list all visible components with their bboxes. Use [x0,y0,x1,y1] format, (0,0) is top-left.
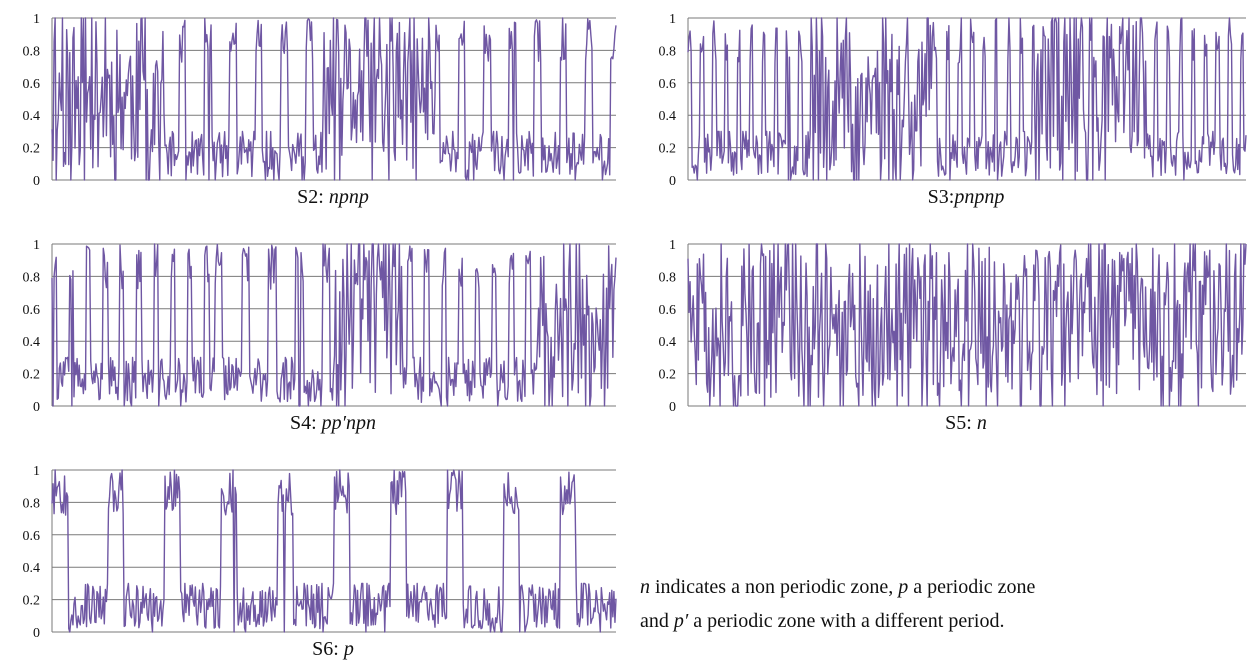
chart-panel-s2: 0 0.2 0.4 0.6 0.8 1 S2: npnp [0,8,620,208]
note-line-2: and p′ a periodic zone with a different … [640,604,1240,638]
note-line-1: n indicates a non periodic zone, p a per… [640,570,1240,604]
y-tick-label: 0.8 [23,44,41,59]
y-tick-label: 0.2 [659,368,677,383]
note-n: n [640,576,650,598]
y-tick-label: 1 [669,238,676,253]
y-tick-label: 0.6 [23,77,41,92]
y-tick-label: 0.8 [659,44,677,59]
caption-s4-label: S4: [289,412,317,434]
series-line [51,469,617,633]
y-tick-label: 0.4 [23,335,41,350]
chart-panel-s5: 0 0.2 0.4 0.6 0.8 1 S5: n [636,234,1250,434]
series-line [687,17,1247,181]
note-text-1: indicates a non periodic zone, [650,576,899,598]
y-tick-label: 0.2 [23,368,41,383]
series-line [51,243,617,407]
caption-s6-code: p [343,638,354,660]
caption-s6-label: S6: [312,638,339,660]
chart-panel-s6: 0 0.2 0.4 0.6 0.8 1 S6: p [0,460,620,666]
y-tick-label: 0.8 [23,496,41,511]
y-tick-label: 0 [669,400,676,415]
caption-s4: S4: pp′npn [0,412,620,435]
y-tick-label: 0 [669,174,676,189]
zone-legend-note: n indicates a non periodic zone, p a per… [640,570,1240,638]
note-text-3: and [640,610,674,632]
y-tick-label: 0.4 [659,335,677,350]
y-tick-label: 0 [33,400,40,415]
y-tick-label: 0.2 [23,594,41,609]
note-p-prime: p′ [673,610,689,632]
chart-panel-s3: 0 0.2 0.4 0.6 0.8 1 S3:pnpnp [636,8,1250,208]
y-tick-label: 0.4 [659,109,677,124]
y-tick-label: 1 [669,12,676,27]
caption-s3: S3:pnpnp [636,186,1250,209]
series-line [51,17,617,181]
caption-s3-label: S3: [927,186,955,208]
chart-s3: 0 0.2 0.4 0.6 0.8 1 [659,12,1247,189]
caption-s6: S6: p [0,638,620,661]
caption-s5-label: S5: [945,412,972,434]
caption-s5: S5: n [636,412,1250,435]
caption-s3-code: pnpnp [954,186,1005,208]
note-text-4: a periodic zone with a different period. [688,610,1005,632]
y-tick-label: 0.4 [23,561,41,576]
y-tick-label: 0.2 [23,142,41,157]
y-tick-label: 1 [33,12,40,27]
y-tick-label: 0.6 [659,77,677,92]
y-tick-label: 0.4 [23,109,41,124]
chart-panel-s4: 0 0.2 0.4 0.6 0.8 1 S4: pp′npn [0,234,620,434]
chart-s6: 0 0.2 0.4 0.6 0.8 1 [23,464,617,641]
y-tick-label: 0 [33,626,40,641]
y-tick-label: 0.8 [23,270,41,285]
y-tick-label: 0.2 [659,142,677,157]
chart-s4: 0 0.2 0.4 0.6 0.8 1 [23,238,617,415]
note-p: p [898,576,909,598]
y-tick-label: 0.6 [23,529,41,544]
chart-s2: 0 0.2 0.4 0.6 0.8 1 [23,12,617,189]
caption-s4-code: pp′npn [321,412,377,434]
y-tick-label: 0.8 [659,270,677,285]
caption-s2-code: npnp [328,186,369,208]
chart-s5: 0 0.2 0.4 0.6 0.8 1 [659,238,1247,415]
series-line [687,243,1247,407]
caption-s2: S2: npnp [0,186,620,209]
caption-s2-label: S2: [297,186,324,208]
y-tick-label: 0.6 [659,303,677,318]
y-tick-label: 0 [33,174,40,189]
y-tick-label: 0.6 [23,303,41,318]
y-tick-label: 1 [33,238,40,253]
y-tick-label: 1 [33,464,40,479]
note-text-2: a periodic zone [908,576,1036,598]
caption-s5-code: n [976,412,987,434]
